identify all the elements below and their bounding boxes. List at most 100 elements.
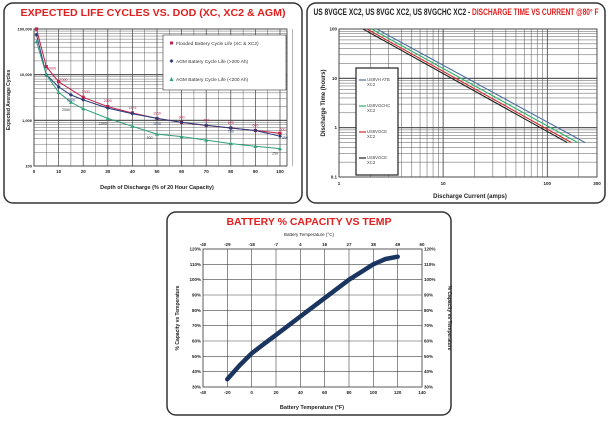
- chart1-data-label: 1000: [153, 122, 161, 126]
- chart3-x2-tick-label: -40: [200, 242, 207, 247]
- chart1-x-tick-label: 100: [276, 169, 284, 174]
- chart2-title-models: US 8VGCE XC2, US 8VGC XC2, US 8VGCHC XC2…: [314, 7, 473, 17]
- chart1-data-label: 750: [203, 118, 209, 122]
- chart1-point-agm-small: [179, 134, 184, 139]
- chart1-title: EXPECTED LIFE CYCLES VS. DOD (XC, XC2 & …: [21, 7, 286, 19]
- chart3-x-tick-label: 40: [298, 390, 304, 395]
- chart1-point-flooded: [81, 95, 85, 99]
- chart1-point-agm-large: [228, 125, 233, 130]
- chart1-data-label: 500: [147, 136, 153, 140]
- chart1-y-tick-label: 100: [25, 164, 32, 169]
- chart1-data-label: 450: [282, 136, 288, 140]
- chart1-data-label: 1150: [153, 111, 161, 115]
- chart2-legend: US8VH ATBXC2US8VGCHCXC2US8VGCEXC2US8VGCE…: [355, 67, 399, 176]
- chart2-series-line: [366, 28, 572, 143]
- chart1-point-agm-small: [56, 90, 61, 94]
- chart1-x-tick-label: 90: [253, 169, 259, 174]
- chart1-point-agm-small: [278, 146, 282, 151]
- chart3-y-tick-label-right: 30%: [424, 385, 433, 390]
- chart2-legend-label: US8VH ATB: [367, 77, 390, 82]
- chart2-x-tick-label: 100: [544, 181, 552, 186]
- chart1-x-tick-label: 60: [179, 169, 185, 174]
- chart1-point-agm-small: [155, 132, 159, 136]
- chart2-title-main: DISCHARGE TIME VS CURRENT @80° F: [472, 7, 599, 17]
- chart3-y-tick-label-right: 70%: [424, 323, 433, 328]
- chart1-data-label: 2050: [62, 108, 70, 112]
- chart2-legend-label: US8VGCHC: [367, 103, 390, 108]
- chart3-x2-tick-label: -18: [248, 242, 255, 247]
- chart1-point-agm-small: [105, 116, 110, 121]
- chart1-y-tick-label: 10,000: [20, 72, 33, 77]
- chart3-x2label: Battery Temperature (°C): [284, 232, 334, 237]
- chart1-data-label: 675: [228, 121, 234, 125]
- chart2-series-line: [371, 28, 578, 143]
- chart1-data-label: 3300: [82, 90, 90, 94]
- chart3-y-tick-label-right: 120%: [424, 247, 436, 252]
- chart1-point-agm-large: [130, 111, 135, 116]
- chart1-x-tick-label: 10: [56, 169, 62, 174]
- chart1-legend-label: AGM Battery Cycle Life (>200 Ah): [176, 59, 249, 65]
- legend-marker-square-icon: [170, 41, 173, 45]
- chart1-point-flooded: [34, 27, 39, 31]
- chart1-point-agm-small: [44, 72, 49, 77]
- chart3-x-tick-label: 0: [250, 390, 253, 395]
- chart3-y-tick-label-left: 100%: [189, 277, 201, 282]
- chart1-point-agm-small: [204, 138, 209, 142]
- chart3-y-tick-label-left: 90%: [192, 293, 201, 298]
- chart2-xlabel: Discharge Current (amps): [433, 194, 507, 200]
- chart1-data-label: 2000: [67, 98, 75, 102]
- chart3-x2-tick-label: 60: [419, 242, 425, 247]
- chart1-point-agm-large: [34, 32, 39, 37]
- chart1-data-label: 1475: [128, 106, 136, 110]
- chart1-data-label: 600: [252, 124, 258, 128]
- chart1-legend: Flooded Battery Cycle Life (XC & XC2) AGM…: [162, 34, 287, 91]
- chart3-y-tick-label-right: 90%: [424, 293, 433, 298]
- legend-marker-triangle-icon: [169, 77, 174, 81]
- chart1-x-tick-label: 40: [130, 169, 136, 174]
- chart3-x-tick-label: 120: [394, 390, 402, 395]
- chart1-data-label: 500: [279, 127, 285, 131]
- chart3-y-tick-label-left: 60%: [192, 339, 201, 344]
- chart3-x-tick-label: 80: [346, 390, 352, 395]
- chart3-xlabel: Battery Temperature (°F): [280, 405, 344, 411]
- chart1-point-agm-small: [68, 100, 73, 104]
- chart3-x-tick-label: 20: [273, 390, 279, 395]
- chart2-series-line: [376, 28, 586, 144]
- chart1-y-tick-label: 100,000: [18, 27, 33, 32]
- chart3-y-tick-label-right: 40%: [424, 369, 433, 374]
- chart3-y-tick-label-left: 70%: [192, 323, 201, 328]
- chart3-x-tick-label: 60: [322, 390, 328, 395]
- chart2-legend-label: US8VGCE: [367, 129, 387, 134]
- chart3-x2-tick-label: 4: [299, 242, 302, 247]
- chart1-data-label: 7000: [60, 78, 68, 82]
- chart1-data-label: 10000: [46, 66, 56, 70]
- chart1-x-tick-label: 0: [33, 169, 36, 174]
- chart3-capacity-curve: [225, 254, 400, 382]
- chart2-x-tick-label: 1: [338, 181, 341, 186]
- chart1-point-agm-large: [253, 128, 258, 133]
- legend-marker-diamond-icon: [169, 59, 174, 63]
- chart1-data-label: 900: [179, 115, 185, 119]
- chart2-legend-label: US8VGCE: [367, 155, 387, 160]
- chart1-point-agm-large: [68, 92, 73, 97]
- chart3-ylabel-left: % Capacity vs Temperature: [175, 285, 181, 350]
- chart3-x-tick-label: 140: [418, 390, 426, 395]
- chart1-legend-label: Flooded Battery Cycle Life (XC & XC2): [176, 41, 259, 47]
- chart3-y-tick-label-right: 80%: [424, 308, 433, 313]
- chart1-ylabel: Expected Average Cycles: [6, 70, 12, 131]
- chart1-point-agm-small: [253, 144, 258, 148]
- chart1-xlabel: Depth of Discharge (% of 20 Hour Capacit…: [100, 185, 214, 191]
- chart1-data-label: 1000: [99, 121, 107, 125]
- chart1-y-tick-label: 1,000: [22, 118, 33, 123]
- chart2-series-line: [362, 28, 568, 143]
- chart2-y-tick-label: 100: [329, 27, 337, 32]
- chart2-legend-label-line2: XC2: [367, 82, 376, 87]
- chart3-y-tick-label-right: 60%: [424, 339, 433, 344]
- chart3-y-tick-label-left: 30%: [192, 385, 201, 390]
- chart2-title: US 8VGCE XC2, US 8VGC XC2, US 8VGCHC XC2…: [314, 7, 599, 17]
- chart2-y-tick-label: 10: [332, 76, 338, 81]
- chart1-point-agm-large: [155, 116, 159, 121]
- chart3-y-tick-label-left: 50%: [192, 354, 201, 359]
- chart3-ylabel-right: % Capacity vs Temperature: [446, 286, 452, 351]
